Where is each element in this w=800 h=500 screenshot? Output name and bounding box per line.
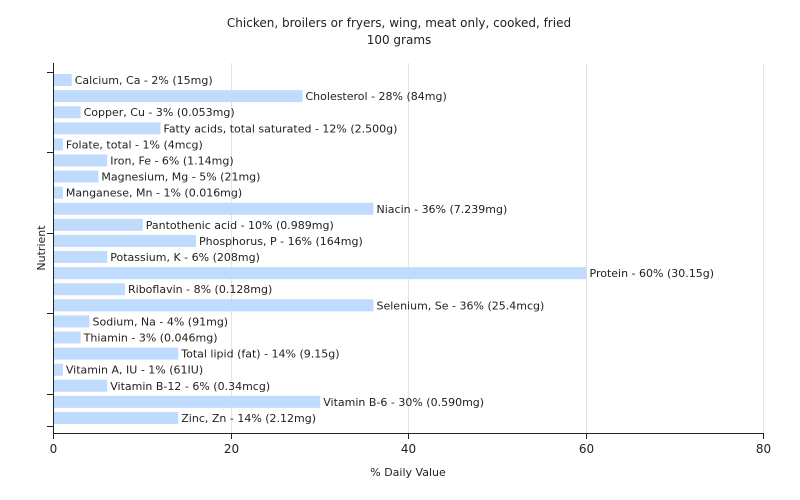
x-tick-label: 20	[224, 442, 239, 456]
bar	[54, 395, 321, 408]
bar-label: Sodium, Na - 4% (91mg)	[93, 315, 229, 328]
bar	[54, 138, 63, 151]
x-axis-ticks: 0 20 40 60 80	[50, 433, 771, 456]
bar-label: Fatty acids, total saturated - 12% (2.50…	[164, 122, 398, 135]
bar	[54, 218, 143, 231]
bar-label: Copper, Cu - 3% (0.053mg)	[84, 106, 235, 119]
bar-label: Selenium, Se - 36% (25.4mcg)	[377, 299, 545, 312]
bar	[54, 251, 108, 264]
bar-label: Calcium, Ca - 2% (15mg)	[75, 74, 213, 87]
x-tick-label: 80	[756, 442, 771, 456]
bar	[54, 202, 374, 215]
bar-label: Vitamin A, IU - 1% (61IU)	[66, 364, 203, 377]
bar	[54, 363, 63, 376]
bar-label: Iron, Fe - 6% (1.14mg)	[110, 155, 233, 168]
gridlines	[231, 63, 764, 433]
bar-label: Protein - 60% (30.15g)	[590, 267, 715, 280]
chart-subtitle: 100 grams	[367, 33, 432, 47]
bar	[54, 411, 179, 424]
bar	[54, 379, 108, 392]
bar-label: Folate, total - 1% (4mcg)	[66, 138, 203, 151]
y-axis-ticks	[47, 72, 53, 427]
bar	[54, 186, 63, 199]
bar-label: Phosphorus, P - 16% (164mg)	[199, 235, 363, 248]
x-tick-label: 60	[579, 442, 594, 456]
bar-label: Cholesterol - 28% (84mg)	[306, 90, 447, 103]
bar-label: Thiamin - 3% (0.046mg)	[83, 332, 218, 345]
bar-label: Zinc, Zn - 14% (2.12mg)	[181, 412, 316, 425]
bar	[54, 331, 81, 344]
bar	[54, 347, 179, 360]
bar-label: Riboflavin - 8% (0.128mg)	[128, 283, 272, 296]
bar-labels-group: Calcium, Ca - 2% (15mg) Cholesterol - 28%…	[66, 74, 714, 425]
bar-label: Total lipid (fat) - 14% (9.15g)	[180, 348, 339, 361]
bar-label: Magnesium, Mg - 5% (21mg)	[101, 171, 260, 184]
bar-label: Vitamin B-6 - 30% (0.590mg)	[323, 396, 484, 409]
bars-group	[54, 74, 587, 424]
bar	[54, 283, 125, 296]
bar-label: Manganese, Mn - 1% (0.016mg)	[66, 187, 242, 200]
bar	[54, 154, 108, 167]
bar	[54, 267, 587, 280]
bar	[54, 315, 90, 328]
bar	[54, 122, 161, 135]
x-tick-label: 40	[401, 442, 416, 456]
x-axis-label: % Daily Value	[370, 466, 446, 479]
bar	[54, 299, 374, 312]
bar-label: Pantothenic acid - 10% (0.989mg)	[146, 219, 334, 232]
bar	[54, 234, 196, 247]
y-axis-label: Nutrient	[35, 225, 48, 271]
x-tick-label: 0	[50, 442, 58, 456]
bar	[54, 90, 303, 103]
bar-label: Niacin - 36% (7.239mg)	[377, 203, 508, 216]
bar-label: Potassium, K - 6% (208mg)	[110, 251, 260, 264]
bar-label: Vitamin B-12 - 6% (0.34mcg)	[110, 380, 270, 393]
bar	[54, 170, 99, 183]
bar	[54, 74, 72, 87]
bar	[54, 106, 81, 119]
chart-title: Chicken, broilers or fryers, wing, meat …	[227, 16, 571, 30]
